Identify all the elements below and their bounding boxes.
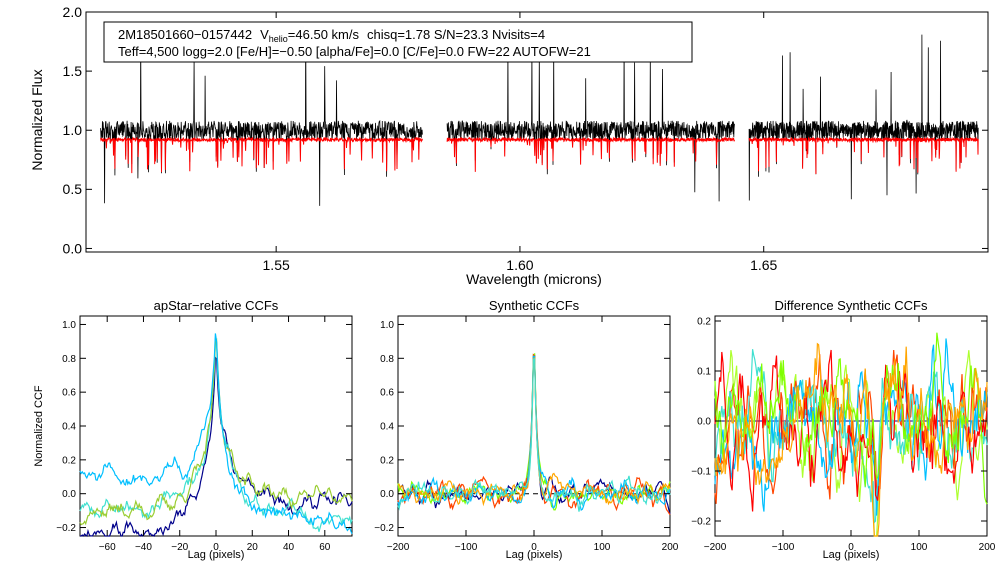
difference-ccf-xlabel: Lag (pixels) [823,549,880,561]
synthetic-ccf-ytick-label: 0.6 [380,388,394,399]
apstar-ccf-ytick-label: −0.2 [56,523,76,534]
fit-stats: chisq=1.78 S/N=23.3 Nvisits=4 [367,27,545,42]
apstar-ccf-ytick-label: 0.4 [62,422,76,433]
vhelio-value: =46.50 km/s [288,27,360,42]
difference-ccf-xtick-label: 0 [848,542,854,553]
synthetic-ccf-ytick-label: −0.2 [374,523,394,534]
apstar-ccf-title: apStar−relative CCFs [154,298,279,313]
spectrum-plot-frame [85,11,989,253]
spectrum-xtick-label: 1.60 [506,257,533,273]
difference-ccf-xtick-label: 200 [979,542,996,553]
apstar-ccf-xtick-label: −40 [135,542,152,553]
synthetic-ccf-xtick-label: 100 [594,542,611,553]
apstar-ccf-series-visit-1 [80,355,353,538]
difference-ccf-title: Difference Synthetic CCFs [775,298,928,313]
synthetic-ccf-xtick-label: 200 [662,542,679,553]
apstar-ccf-ytick-label: 0.6 [62,388,76,399]
star-id-label: 2M18501660−0157442 [118,27,252,42]
apstar-ccf-xtick-label: 60 [319,542,331,553]
apstar-ccf-series-visit-3 [79,337,353,526]
synthetic-ccf-series-s5 [397,356,671,507]
difference-ccf-traces [714,332,988,537]
synthetic-ccf-panel: Synthetic CCFs −200 −100 0 100 200 −0.2 0.0 0.2… [374,298,679,561]
difference-ccf-ytick-label: 0.0 [697,417,711,428]
difference-ccf-xtick-label: 100 [911,542,928,553]
spectrum-ticks: 1.55 1.60 1.65 0.0 0.5 1.0 1.5 2.0 [63,4,988,273]
synthetic-ccf-ticks: −200 −100 0 100 200 −0.2 0.0 0.2 0.4 0.6 0.8 1.0 [374,316,679,553]
apstar-ccf-ytick-label: 0.0 [62,489,76,500]
apstar-ccf-ticks: −60 −40 −20 0 20 40 60 −0.2 0.0 0.2 0.4 0.6 0.8 1.0 [56,316,352,553]
synthetic-ccf-title: Synthetic CCFs [489,298,580,313]
synthetic-ccf-ytick-label: 0.2 [380,455,394,466]
model-spectrum-chip-3 [748,136,979,175]
difference-ccf-series-d5 [714,349,988,512]
synthetic-ccf-ytick-label: 1.0 [380,320,394,331]
apstar-ccf-xtick-label: −20 [171,542,188,553]
spectrum-xlabel: Wavelength (microns) [466,271,602,287]
apstar-ccf-xtick-label: −60 [99,542,116,553]
apstar-ccf-ytick-label: 0.2 [62,455,76,466]
synthetic-ccf-xtick-label: −200 [387,542,410,553]
spectrum-xtick-label: 1.65 [750,257,777,273]
synthetic-ccf-traces [397,352,671,515]
synthetic-ccf-ytick-label: 0.8 [380,354,394,365]
synthetic-ccf-series-s2 [397,352,671,511]
model-spectrum-chip-2 [446,136,735,172]
spectrum-panel: 1.55 1.60 1.65 0.0 0.5 1.0 1.5 2.0 Wavelength (… [29,4,989,287]
difference-ccf-ytick-label: 0.2 [697,317,711,328]
apstar-ccf-traces [79,333,353,538]
apstar-ccf-ytick-label: 1.0 [62,320,76,331]
synthetic-ccf-xtick-label: 0 [531,542,537,553]
difference-ccf-ytick-label: 0.1 [697,367,711,378]
apstar-ccf-xtick-label: 0 [213,542,219,553]
spectrum-ylabel: Normalized Flux [29,69,45,170]
synthetic-ccf-series-s6 [397,357,671,512]
spectrum-xtick-label: 1.55 [263,257,290,273]
difference-ccf-series-d7 [714,342,988,537]
difference-ccf-ticks: −200 −100 0 100 200 −0.2 −0.1 0.0 0.1 0.2 [691,316,996,553]
apstar-ccf-series-visit-4 [79,333,353,535]
apstar-ccf-ylabel: Normalized CCF [33,385,45,467]
spectrum-ytick-label: 2.0 [63,4,83,20]
difference-ccf-xtick-label: −200 [704,542,727,553]
spectrum-traces [100,27,979,206]
annotation-line-1: 2M18501660−0157442 Vhelio=46.50 km/s chisq… [118,27,545,44]
vhelio-subscript: helio [269,34,288,44]
apstar-ccf-xlabel: Lag (pixels) [188,549,245,561]
spectrum-annotation-box: 2M18501660−0157442 Vhelio=46.50 km/s chisq… [103,21,693,63]
apstar-ccf-xtick-label: 40 [283,542,295,553]
apstar-ccf-panel: apStar−relative CCFs −60 −40 −20 0 20 40 60 −0.… [33,298,353,561]
spectrum-ytick-label: 0.0 [63,240,83,256]
synthetic-ccf-ytick-label: 0.4 [380,422,394,433]
spectrum-ytick-label: 0.5 [63,181,83,197]
difference-ccf-xtick-label: −100 [772,542,795,553]
difference-ccf-ytick-label: −0.1 [691,467,711,478]
apstar-ccf-ytick-label: 0.8 [62,354,76,365]
synthetic-ccf-xlabel: Lag (pixels) [506,549,563,561]
difference-ccf-panel: Difference Synthetic CCFs −200 −100 0 100 20… [691,298,996,561]
annotation-line-2: Teff=4,500 logg=2.0 [Fe/H]=−0.50 [alpha/… [118,44,591,59]
vhelio-prefix: V [260,27,269,42]
difference-ccf-ytick-label: −0.2 [691,517,711,528]
observed-spectrum-chip-2 [446,38,735,202]
synthetic-ccf-series-s4 [397,355,671,511]
synthetic-ccf-ytick-label: 0.0 [380,489,394,500]
spectrum-ytick-label: 1.0 [63,122,83,138]
difference-ccf-series-d4 [714,338,988,516]
observed-spectrum-chip-3 [748,34,979,201]
model-spectrum-chip-1 [100,136,423,174]
apstar-ccf-xtick-label: 20 [247,542,259,553]
synthetic-ccf-xtick-label: −100 [455,542,478,553]
spectrum-ytick-label: 1.5 [63,63,83,79]
annotation-frame [103,21,693,63]
observed-spectrum-chip-1 [100,27,423,206]
